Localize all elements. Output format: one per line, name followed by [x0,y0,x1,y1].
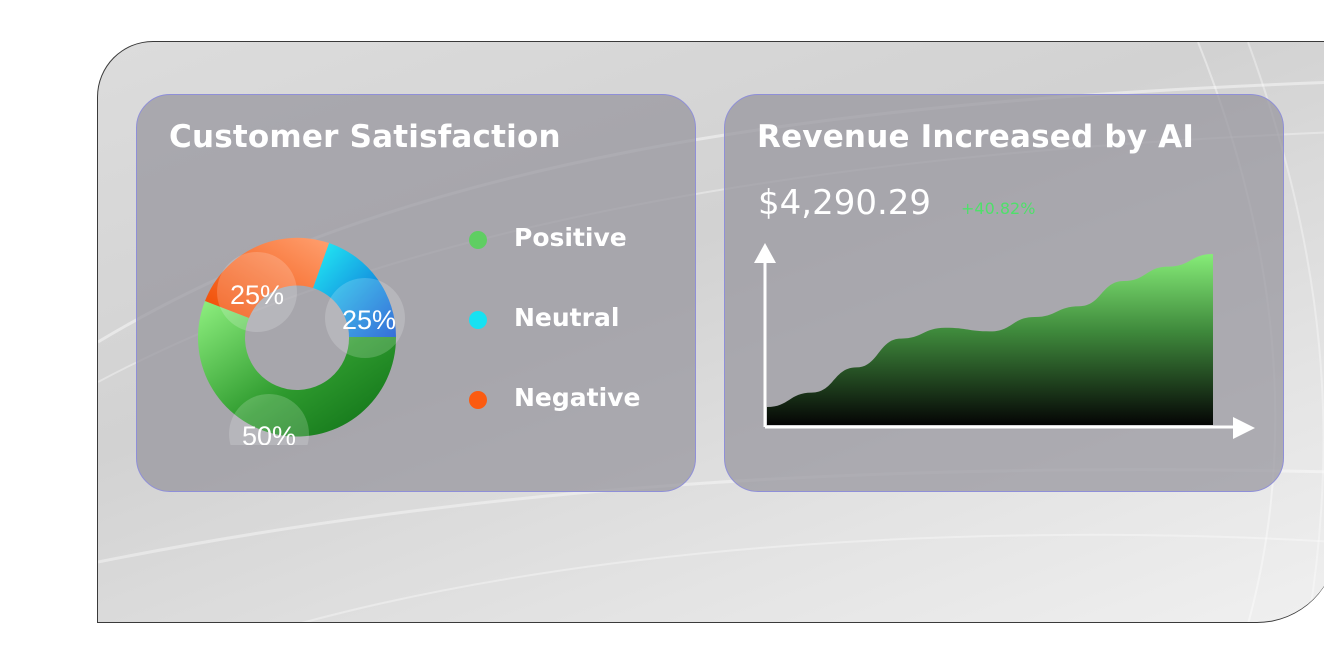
dashboard-frame: Customer Satisfaction [97,41,1324,623]
label-bubble-positive [229,394,309,445]
slice-positive [198,301,397,437]
data-label-negative: 25% [230,280,284,310]
data-label-positive: 50% [242,421,296,445]
x-axis-arrow [1233,417,1255,439]
slice-negative [205,237,329,318]
slice-neutral [313,243,397,337]
label-bubble-negative [217,252,297,332]
y-axis-arrow [754,243,776,263]
legend-dot-positive [469,231,487,249]
legend-label-positive: Positive [514,223,627,252]
data-label-neutral: 25% [342,305,396,335]
legend-dot-neutral [469,311,487,329]
satisfaction-donut-chart: 25% 25% 50% [198,237,405,445]
legend-label-negative: Negative [514,383,641,412]
revenue-area [767,254,1213,425]
legend-label-neutral: Neutral [514,303,620,332]
revenue-card: Revenue Increased by AI $4,290.29 +40.82… [724,94,1284,492]
revenue-change-badge: +40.82% [961,199,1036,218]
revenue-area-chart [754,243,1255,439]
customer-satisfaction-card: Customer Satisfaction [136,94,696,492]
revenue-amount: $4,290.29 [758,183,932,223]
satisfaction-title: Customer Satisfaction [169,119,561,155]
legend-dot-negative [469,391,487,409]
revenue-title: Revenue Increased by AI [757,119,1195,155]
label-bubble-neutral [325,278,405,358]
